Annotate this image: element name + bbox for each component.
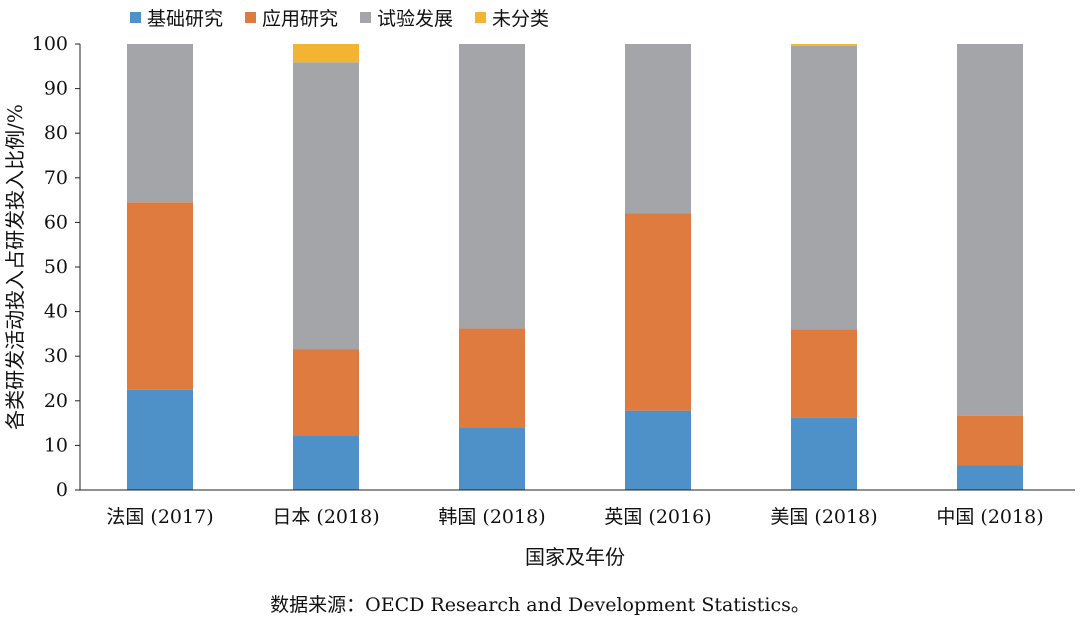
y-tick-label: 90 <box>44 78 68 100</box>
legend-swatch-unclassified <box>475 12 487 23</box>
legend-item-unclassified: 未分类 <box>475 4 549 31</box>
bar-segment-applied-research <box>957 415 1023 466</box>
bar-segment-applied-research <box>791 329 857 418</box>
bar-segment-applied-research <box>459 328 525 428</box>
legend: 基础研究 应用研究 试验发展 未分类 <box>130 4 549 31</box>
y-tick-label: 30 <box>44 345 68 367</box>
bar-segment-basic-research <box>791 417 857 490</box>
x-tick-label: 美国 (2018) <box>770 506 877 528</box>
legend-item-experimental-development: 试验发展 <box>360 4 453 31</box>
legend-label-basic-research: 基础研究 <box>147 8 224 30</box>
bar-segment-basic-research <box>459 427 525 490</box>
bar-segment-basic-research <box>293 435 359 490</box>
bar-segment-experimental-development <box>127 44 193 203</box>
x-axis: 法国 (2017) 日本 (2018) 韩国 (2018) 英国 (2016) 美国 (… <box>80 489 1075 528</box>
y-tick-label: 60 <box>44 211 68 233</box>
legend-label-applied-research: 应用研究 <box>262 8 339 30</box>
legend-swatch-experimental-development <box>360 12 372 23</box>
bar-segment-experimental-development <box>957 44 1023 416</box>
y-tick-label: 80 <box>44 122 68 144</box>
source-note: 数据来源：OECD Research and Development Stati… <box>270 594 810 616</box>
bar-segment-experimental-development <box>625 44 691 214</box>
bar-segment-applied-research <box>625 213 691 411</box>
bars <box>127 44 1023 490</box>
bar-segment-unclassified <box>293 44 359 63</box>
x-tick-label: 日本 (2018) <box>272 506 379 528</box>
y-tick-label: 20 <box>44 390 68 412</box>
legend-label-unclassified: 未分类 <box>492 8 550 30</box>
bar-segment-unclassified <box>791 44 857 46</box>
x-tick-label: 中国 (2018) <box>936 506 1043 528</box>
legend-swatch-applied-research <box>245 12 257 23</box>
bar-segment-experimental-development <box>791 45 857 330</box>
y-tick-label: 50 <box>44 256 68 278</box>
legend-item-applied-research: 应用研究 <box>245 4 338 31</box>
y-axis-title: 各类研发活动投入占研发投入比例/% <box>3 104 27 430</box>
bar-segment-basic-research <box>127 389 193 490</box>
y-tick-label: 70 <box>44 167 68 189</box>
legend-label-experimental-development: 试验发展 <box>377 8 454 30</box>
x-axis-title: 国家及年份 <box>525 545 625 569</box>
bar-segment-applied-research <box>293 349 359 436</box>
bar-segment-basic-research <box>957 465 1023 490</box>
x-tick-label: 韩国 (2018) <box>438 506 545 528</box>
bar-segment-applied-research <box>127 202 193 390</box>
bar-segment-experimental-development <box>293 62 359 350</box>
y-tick-label: 0 <box>56 479 68 501</box>
y-tick-label: 100 <box>32 33 68 55</box>
x-tick-label: 英国 (2016) <box>604 506 711 528</box>
legend-swatch-basic-research <box>130 12 141 23</box>
bar-segment-experimental-development <box>459 44 525 329</box>
x-tick-label: 法国 (2017) <box>106 506 213 528</box>
bar-segment-basic-research <box>625 410 691 490</box>
y-tick-label: 10 <box>44 434 68 456</box>
y-tick-label: 40 <box>44 301 68 323</box>
legend-item-basic-research: 基础研究 <box>130 4 223 31</box>
y-axis: 0 10 20 30 40 50 60 70 80 90 100 <box>32 33 81 501</box>
